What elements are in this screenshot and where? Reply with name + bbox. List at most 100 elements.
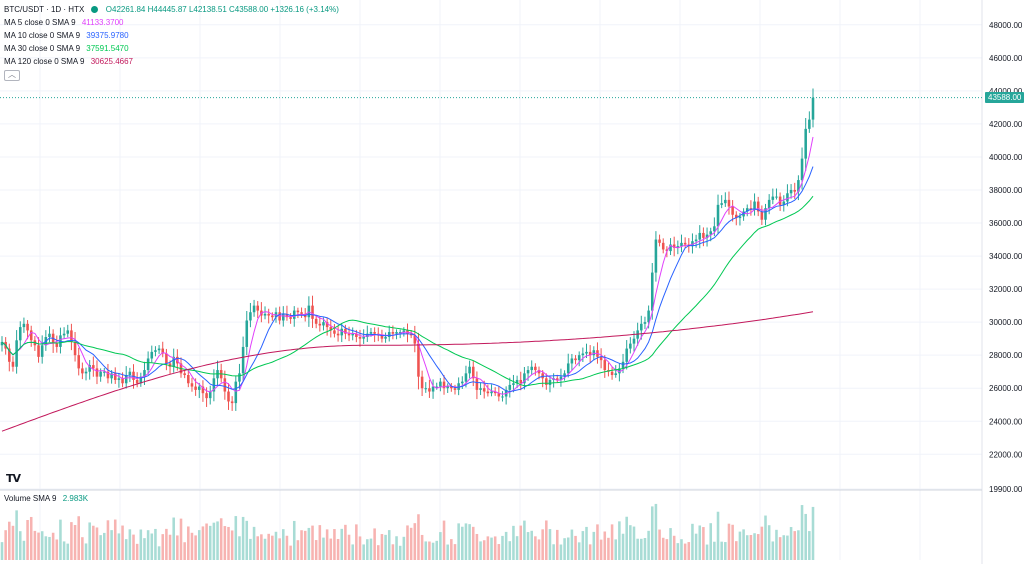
- volume-bar: [490, 537, 493, 560]
- volume-bar: [289, 545, 292, 560]
- volume-bar: [508, 541, 512, 560]
- candle-body: [650, 272, 654, 311]
- y-tick-label: 26000.00: [989, 384, 1023, 393]
- candle-body: [55, 343, 59, 347]
- volume-bar: [95, 527, 99, 560]
- volume-bar: [8, 521, 11, 560]
- volume-bar: [205, 523, 208, 560]
- volume-bar: [398, 545, 402, 560]
- candle-body: [428, 388, 431, 392]
- candle-body: [457, 383, 460, 390]
- volume-bar: [588, 544, 592, 560]
- volume-bar: [84, 543, 88, 560]
- candle-body: [588, 351, 592, 356]
- volume-bar: [219, 518, 223, 560]
- volume-bar: [88, 522, 91, 560]
- candle-body: [621, 361, 625, 369]
- candle-body: [417, 343, 420, 377]
- volume-bar: [154, 528, 157, 560]
- volume-bar: [99, 535, 102, 560]
- volume-bar: [800, 505, 804, 560]
- volume-bar: [756, 534, 760, 560]
- chevron-up-icon[interactable]: ︿: [4, 70, 20, 81]
- indicator-ma30[interactable]: MA 30 close 0 SMA 9 37591.5470: [4, 42, 339, 55]
- indicator-value: 30625.4667: [90, 57, 133, 66]
- candle-body: [314, 318, 318, 324]
- candle-body: [669, 244, 672, 252]
- candle-body: [771, 196, 775, 200]
- volume-bar: [811, 506, 815, 560]
- indicator-ma10[interactable]: MA 10 close 0 SMA 9 39375.9780: [4, 29, 339, 42]
- candle-body: [618, 368, 621, 374]
- indicator-label: MA 10 close 0 SMA 9: [4, 31, 81, 40]
- volume-bar: [534, 536, 537, 560]
- candle-body: [775, 196, 778, 198]
- candle-body: [603, 360, 607, 371]
- volume-bar: [486, 536, 490, 560]
- volume-bar: [545, 520, 548, 560]
- chart-legend: BTC/USDT · 1D · HTX O42261.84 H44445.87 …: [4, 3, 339, 81]
- volume-bar: [121, 525, 124, 560]
- candle-body: [92, 365, 95, 369]
- candle-body: [238, 373, 241, 382]
- volume-bar: [574, 535, 577, 560]
- volume-bar: [727, 523, 731, 560]
- volume-bar: [278, 538, 281, 560]
- candle-body: [585, 351, 588, 354]
- indicator-value: 37591.5470: [86, 44, 129, 53]
- volume-bar: [230, 530, 234, 560]
- candle-body: [15, 340, 18, 367]
- volume-bar: [37, 532, 40, 560]
- y-tick-label: 30000.00: [989, 318, 1023, 327]
- candle-body: [358, 337, 362, 339]
- volume-bar: [428, 541, 431, 560]
- volume-bar: [468, 524, 471, 560]
- volume-bar: [640, 538, 643, 560]
- volume-bar: [559, 544, 563, 560]
- volume-bar: [614, 539, 618, 560]
- symbol-title[interactable]: BTC/USDT · 1D · HTX: [4, 5, 85, 14]
- candle-body: [344, 328, 347, 334]
- volume-bar: [227, 526, 230, 560]
- volume-legend[interactable]: Volume SMA 9 2.983K: [4, 494, 88, 503]
- volume-bar: [157, 546, 161, 560]
- candle-body: [227, 391, 230, 402]
- candle-body: [351, 333, 354, 336]
- ma5-line: [1, 136, 814, 395]
- indicator-ma120[interactable]: MA 120 close 0 SMA 9 30625.4667: [4, 55, 339, 68]
- candle-body: [230, 401, 234, 404]
- volume-bar: [724, 542, 727, 560]
- volume-bar: [355, 524, 358, 560]
- volume-bar: [274, 531, 278, 560]
- volume-bar: [680, 539, 683, 560]
- volume-bar: [4, 530, 7, 560]
- volume-bar: [482, 540, 486, 560]
- volume-bar: [391, 544, 395, 560]
- volume-bar: [804, 513, 807, 560]
- volume-bar: [446, 544, 449, 560]
- candle-body: [493, 391, 497, 394]
- volume-bar: [187, 526, 190, 560]
- volume-bar: [208, 525, 212, 560]
- candle-body: [81, 368, 84, 374]
- candle-body: [420, 376, 424, 389]
- candle-body: [548, 379, 552, 385]
- tradingview-logo-icon[interactable]: TV: [6, 472, 21, 485]
- candle-body: [26, 323, 29, 331]
- candle-body: [735, 214, 738, 219]
- volume-bar: [683, 543, 687, 560]
- volume-bar: [512, 525, 515, 560]
- candle-body: [40, 345, 44, 357]
- candle-body: [223, 378, 227, 392]
- volume-value: 2.983K: [62, 494, 89, 503]
- volume-bar: [691, 523, 694, 560]
- volume-bar: [325, 529, 329, 560]
- volume-bar: [417, 514, 420, 560]
- volume-bar: [223, 526, 227, 560]
- candle-body: [347, 333, 351, 336]
- volume-bar: [775, 529, 778, 560]
- indicator-ma5[interactable]: MA 5 close 0 SMA 9 41133.3700: [4, 16, 339, 29]
- volume-bar: [556, 529, 559, 560]
